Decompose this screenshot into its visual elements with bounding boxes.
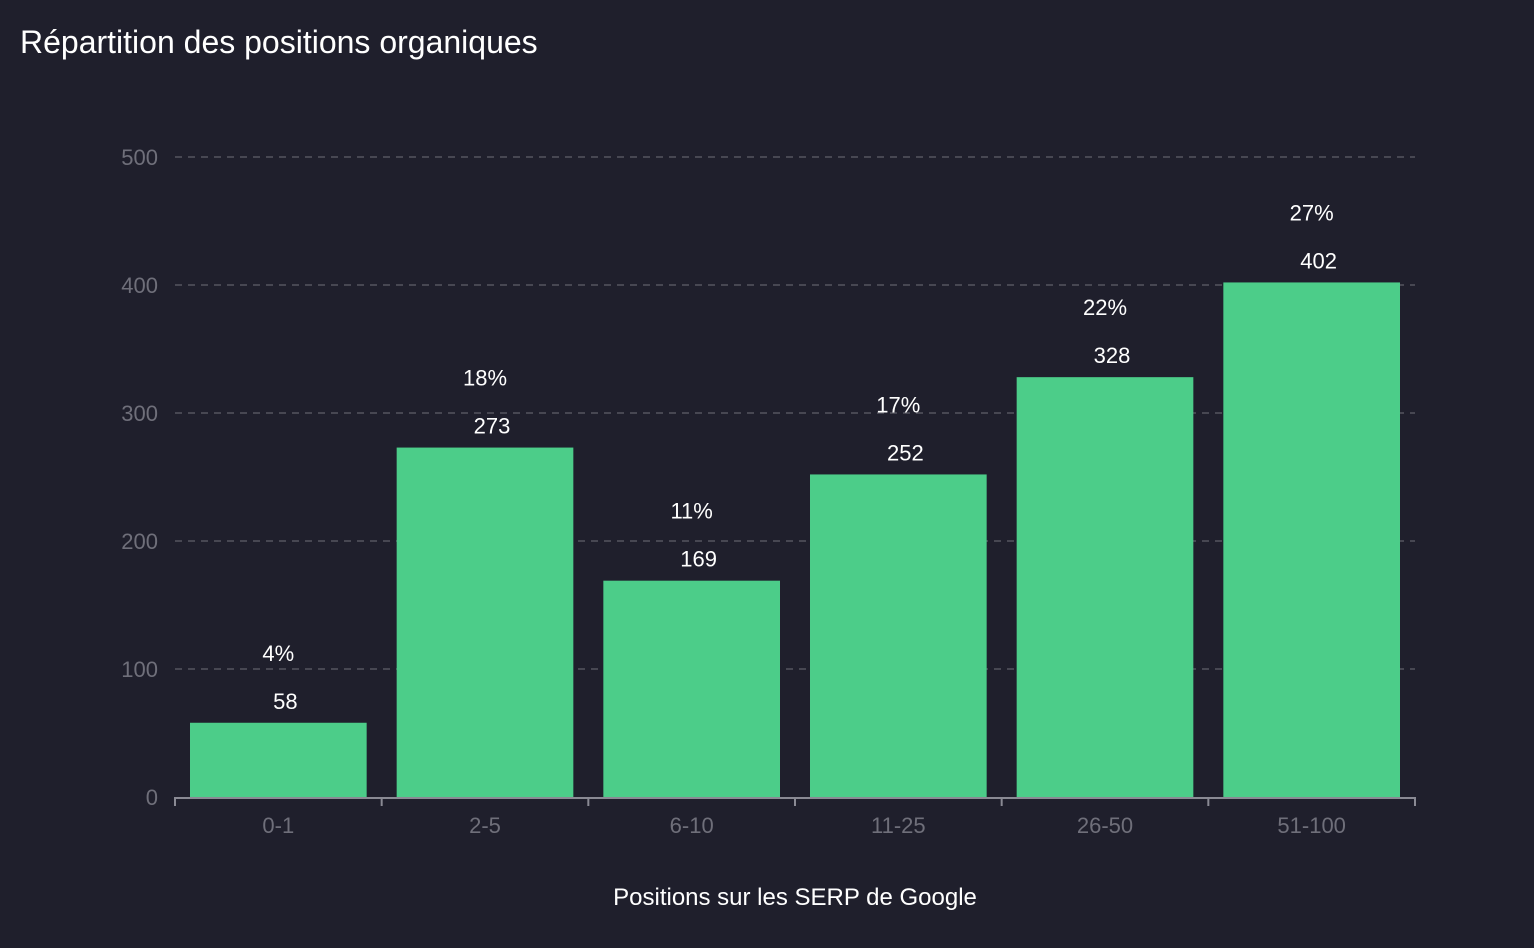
- y-tick-label: 200: [121, 529, 158, 554]
- y-tick-label: 0: [146, 785, 158, 810]
- bar: [1223, 282, 1400, 797]
- x-axis-label: Positions sur les SERP de Google: [613, 884, 977, 911]
- axes: 0 100 200 300 400 500 0-1 2-5 6-10 11-25 26-50 51-1…: [121, 145, 1416, 838]
- value-label: 328: [1094, 343, 1131, 368]
- bar: [1016, 377, 1194, 797]
- bar: [190, 722, 367, 797]
- percent-label: 18%: [463, 366, 507, 391]
- value-label: 273: [474, 414, 511, 439]
- bar: [810, 474, 987, 797]
- x-tick-label: 51-100: [1277, 813, 1346, 838]
- percent-label: 11%: [670, 499, 712, 524]
- y-tick-label: 500: [121, 145, 158, 170]
- bar: [396, 447, 574, 797]
- percent-label: 27%: [1290, 200, 1334, 225]
- x-tick-label: 11-25: [871, 813, 926, 838]
- x-tick-label: 6-10: [670, 813, 714, 838]
- bar: [603, 580, 780, 797]
- x-tick-label: 26-50: [1077, 813, 1133, 838]
- x-tick-label: 0-1: [262, 813, 294, 838]
- percent-label: 4%: [262, 641, 294, 666]
- chart-title: Répartition des positions organiques: [20, 24, 538, 60]
- y-tick-label: 400: [121, 273, 158, 298]
- bars: 58 4% 273 18% 169 11% 252 17% 328 22% 402 27%: [190, 200, 1400, 797]
- y-tick-label: 300: [121, 401, 158, 426]
- value-label: 252: [887, 440, 924, 465]
- value-label: 58: [273, 689, 297, 714]
- gridlines: [175, 156, 1415, 670]
- value-label: 402: [1300, 248, 1337, 273]
- percent-label: 17%: [876, 392, 920, 417]
- y-tick-label: 100: [121, 657, 158, 682]
- percent-label: 22%: [1083, 295, 1127, 320]
- value-label: 169: [680, 547, 717, 572]
- x-tick-label: 2-5: [469, 813, 501, 838]
